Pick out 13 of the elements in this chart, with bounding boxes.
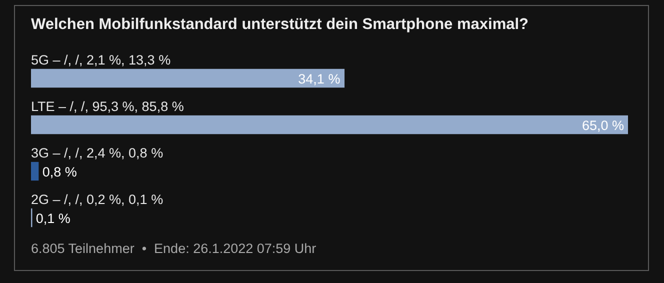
bar xyxy=(31,68,345,88)
y-tick-label: 5G – /, /, 2,1 %, 13,3 % xyxy=(31,52,171,68)
data-label: 0,8 % xyxy=(42,164,77,180)
bar xyxy=(31,115,628,134)
y-tick-label: 3G – /, /, 2,4 %, 0,8 % xyxy=(31,145,164,160)
bar xyxy=(31,162,39,181)
data-label: 0,1 % xyxy=(36,210,70,226)
chart-title: Welchen Mobilfunkstandard unterstützt dein Smartphone maximal? xyxy=(31,16,528,34)
text: 6.805 Teilnehmer • Ende: 26.1.2022 07:59 Uhr xyxy=(31,241,316,256)
data-label: 65,0 % xyxy=(582,118,624,133)
data-label: 34,1 % xyxy=(298,71,340,86)
y-tick-label: LTE – /, /, 95,3 %, 85,8 % xyxy=(31,98,184,114)
y-tick-label: 2G – /, /, 0,2 %, 0,1 % xyxy=(31,192,164,207)
